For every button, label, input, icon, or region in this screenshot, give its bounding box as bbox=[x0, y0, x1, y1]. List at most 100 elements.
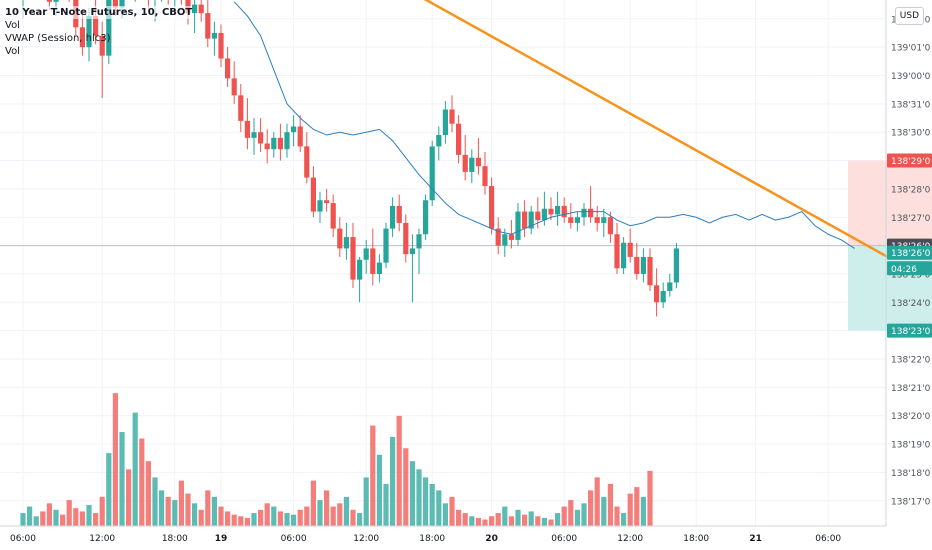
volume-bar bbox=[370, 425, 376, 526]
volume-bar bbox=[456, 509, 462, 526]
candle-body bbox=[53, 0, 59, 2]
time-tick-label: 18:00 bbox=[162, 534, 188, 544]
legend-volume-2[interactable]: Vol bbox=[5, 46, 20, 57]
candle-body bbox=[548, 208, 554, 215]
time-tick-label: 18:00 bbox=[683, 534, 709, 544]
vwap-line bbox=[233, 1, 855, 249]
candle-body bbox=[508, 234, 514, 240]
candle-body bbox=[541, 208, 547, 221]
volume-bar bbox=[264, 503, 270, 526]
candle-body bbox=[330, 203, 336, 229]
volume-bar bbox=[258, 509, 264, 526]
volume-bar bbox=[357, 513, 363, 526]
legend-volume[interactable]: Vol bbox=[5, 20, 20, 31]
volume-bar bbox=[627, 493, 633, 526]
candle-body bbox=[535, 211, 541, 221]
candle-body bbox=[594, 217, 600, 223]
time-tick-label: 21 bbox=[749, 534, 762, 544]
candle-body bbox=[376, 262, 382, 274]
volume-bar bbox=[132, 412, 138, 526]
volume-bar bbox=[310, 480, 316, 526]
candle-body bbox=[601, 217, 607, 223]
price-tick-label: 138'19'0 bbox=[891, 441, 931, 451]
price-tick-label: 138'31'0 bbox=[891, 100, 931, 110]
time-tick-label: 18:00 bbox=[419, 534, 445, 544]
volume-bar bbox=[145, 461, 151, 526]
candle-body bbox=[93, 15, 99, 36]
volume-bar bbox=[231, 514, 237, 526]
volume-bar bbox=[291, 514, 297, 526]
price-tick-label: 138'28'0 bbox=[891, 185, 931, 195]
price-label-stop-bg bbox=[887, 153, 932, 168]
candle-body bbox=[456, 123, 462, 155]
price-tick-label: 139'00'0 bbox=[891, 72, 931, 82]
volume-bar bbox=[555, 513, 561, 526]
volume-bar bbox=[396, 415, 402, 526]
candle-body bbox=[251, 132, 257, 138]
volume-bar bbox=[119, 432, 125, 526]
candle-body bbox=[291, 126, 297, 133]
volume-bar bbox=[205, 490, 211, 526]
candle-body bbox=[112, 0, 118, 8]
volume-bar bbox=[640, 496, 646, 526]
candle-body bbox=[231, 78, 237, 96]
volume-bar bbox=[46, 503, 52, 526]
volume-bar bbox=[178, 480, 184, 526]
legend-title[interactable]: 10 Year T-Note Futures, 10, CBOT bbox=[5, 6, 193, 19]
candle-body bbox=[409, 248, 415, 255]
currency-button[interactable]: USD bbox=[894, 7, 924, 25]
candle-body bbox=[337, 228, 343, 249]
candle-body bbox=[614, 234, 620, 269]
volume-bar bbox=[337, 503, 343, 526]
candle-body bbox=[489, 186, 495, 229]
volume-bar bbox=[508, 516, 514, 526]
volume-bar bbox=[528, 511, 534, 526]
price-tick-label: 138'18'0 bbox=[891, 469, 931, 479]
volume-bar bbox=[165, 496, 171, 526]
volume-bar bbox=[376, 454, 382, 526]
candle-body bbox=[436, 135, 442, 147]
volume-bar bbox=[489, 516, 495, 526]
volume-bar bbox=[60, 514, 66, 526]
candle-body bbox=[515, 211, 521, 240]
volume-bar bbox=[515, 509, 521, 526]
volume-bar bbox=[423, 477, 429, 526]
time-tick-label: 12:00 bbox=[89, 534, 115, 544]
volume-bar bbox=[317, 500, 323, 526]
volume-bar bbox=[99, 496, 105, 526]
volume-bar bbox=[568, 500, 574, 526]
candle-body bbox=[99, 35, 105, 56]
candle-body bbox=[383, 228, 389, 263]
price-tick-label: 138'25'0 bbox=[891, 270, 931, 280]
time-tick-label: 06:00 bbox=[281, 534, 307, 544]
price-tick-label: 138'30'0 bbox=[891, 129, 931, 139]
take-profit-zone bbox=[848, 245, 932, 331]
volume-bar bbox=[93, 513, 99, 526]
candle-body bbox=[528, 211, 534, 229]
candle-body bbox=[396, 205, 402, 223]
volume-bar bbox=[607, 483, 613, 526]
volume-bar bbox=[284, 513, 290, 526]
volume-bar bbox=[614, 506, 620, 526]
candle-body bbox=[297, 126, 303, 147]
legend-vwap[interactable]: VWAP (Session, hlc3) bbox=[5, 33, 111, 44]
volume-bar bbox=[403, 448, 409, 526]
candle-body bbox=[607, 217, 613, 235]
time-tick-label: 12:00 bbox=[617, 534, 643, 544]
volume-bar bbox=[390, 436, 396, 526]
volume-bar bbox=[172, 500, 178, 526]
volume-bar bbox=[244, 517, 250, 526]
candle-body bbox=[192, 4, 198, 14]
volume-bar bbox=[522, 514, 528, 526]
price-tick-label: 138'27'0 bbox=[891, 214, 931, 224]
candle-body bbox=[106, 0, 112, 56]
volume-bar bbox=[211, 496, 217, 526]
candle-body bbox=[522, 211, 528, 229]
volume-bar bbox=[442, 503, 448, 526]
legend: 10 Year T-Note Futures, 10, CBOT Vol VWA… bbox=[5, 6, 193, 58]
time-tick-label: 06:00 bbox=[815, 534, 841, 544]
time-tick-label: 06:00 bbox=[551, 534, 577, 544]
candle-body bbox=[621, 242, 627, 269]
